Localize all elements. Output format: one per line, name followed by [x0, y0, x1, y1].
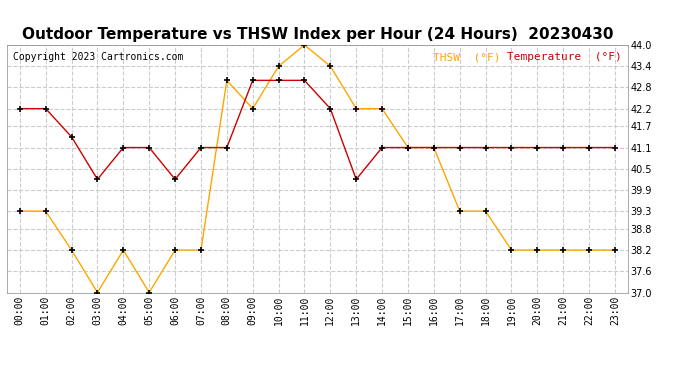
Text: Copyright 2023 Cartronics.com: Copyright 2023 Cartronics.com: [13, 53, 184, 62]
Title: Outdoor Temperature vs THSW Index per Hour (24 Hours)  20230430: Outdoor Temperature vs THSW Index per Ho…: [21, 27, 613, 42]
Text: THSW  (°F): THSW (°F): [433, 53, 500, 62]
Text: Temperature  (°F): Temperature (°F): [507, 53, 622, 62]
